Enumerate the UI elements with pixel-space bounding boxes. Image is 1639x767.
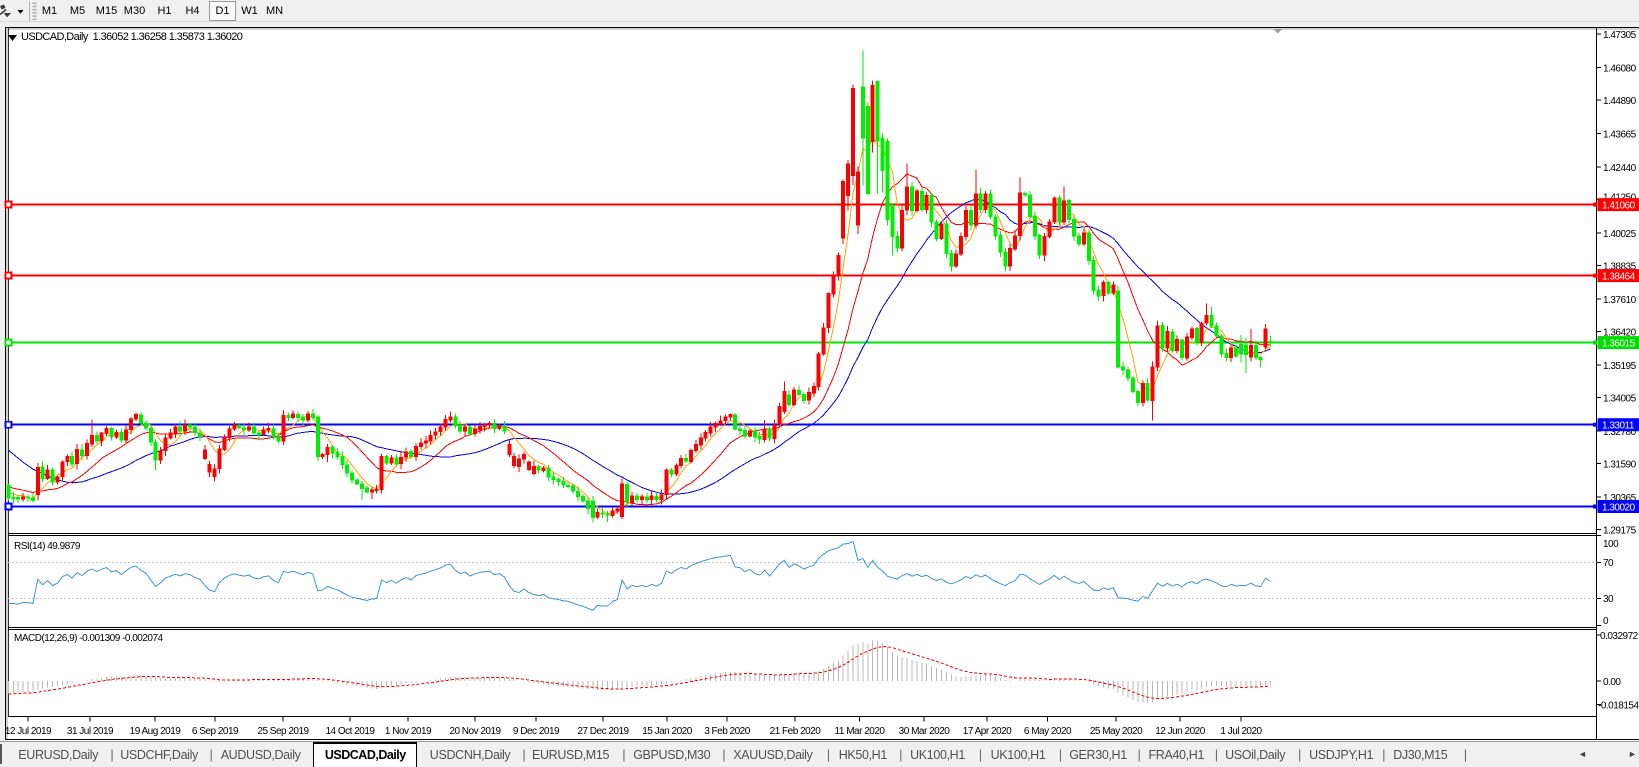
svg-text:1.30365: 1.30365 [1603,493,1637,504]
svg-text:30: 30 [1603,594,1614,605]
svg-text:25 Sep 2019: 25 Sep 2019 [257,726,309,737]
svg-text:1.37610: 1.37610 [1603,295,1637,306]
svg-text:31 Jul 2019: 31 Jul 2019 [67,726,114,737]
svg-text:70: 70 [1603,558,1614,569]
svg-text:1.44890: 1.44890 [1603,96,1637,107]
svg-text:0.00: 0.00 [1603,677,1621,688]
svg-text:100: 100 [1603,539,1619,550]
svg-text:1.46080: 1.46080 [1603,63,1637,74]
svg-text:1.47305: 1.47305 [1603,30,1637,41]
svg-text:1.36015: 1.36015 [1602,339,1636,350]
svg-text:12 Jul 2019: 12 Jul 2019 [5,726,52,737]
svg-text:1.40025: 1.40025 [1603,229,1637,240]
svg-text:25 May 2020: 25 May 2020 [1090,726,1143,737]
svg-text:3 Feb 2020: 3 Feb 2020 [704,726,751,737]
svg-text:1.41250: 1.41250 [1603,192,1637,203]
svg-text:21 Feb 2020: 21 Feb 2020 [770,726,822,737]
svg-text:1 Jul 2020: 1 Jul 2020 [1220,726,1262,737]
svg-text:15 Jan 2020: 15 Jan 2020 [642,726,692,737]
svg-text:1.42440: 1.42440 [1603,163,1637,174]
svg-text:9 Dec 2019: 9 Dec 2019 [513,726,560,737]
svg-text:1.36420: 1.36420 [1603,328,1637,339]
svg-text:14 Oct 2019: 14 Oct 2019 [326,726,376,737]
svg-text:0.032972: 0.032972 [1600,631,1639,642]
svg-text:MACD(12,26,9) -0.001309 -0.002: MACD(12,26,9) -0.001309 -0.002074 [14,633,164,644]
svg-text:11 Mar 2020: 11 Mar 2020 [835,726,886,737]
svg-text:1.32780: 1.32780 [1603,427,1637,438]
svg-text:1.41060: 1.41060 [1602,201,1636,212]
svg-text:1.33011: 1.33011 [1602,421,1635,432]
svg-text:1.31590: 1.31590 [1603,460,1637,471]
svg-text:19 Aug 2019: 19 Aug 2019 [130,726,182,737]
svg-text:-0.018154: -0.018154 [1598,701,1639,712]
svg-text:12 Jun 2020: 12 Jun 2020 [1155,726,1205,737]
svg-text:RSI(14) 49.9879: RSI(14) 49.9879 [14,541,81,552]
svg-text:1.38464: 1.38464 [1602,272,1636,283]
svg-text:6 Sep 2019: 6 Sep 2019 [192,726,239,737]
svg-text:30 Mar 2020: 30 Mar 2020 [899,726,951,737]
svg-text:1 Nov 2019: 1 Nov 2019 [385,726,432,737]
svg-text:1.35195: 1.35195 [1603,361,1637,372]
svg-text:1.30020: 1.30020 [1602,503,1636,514]
svg-text:0: 0 [1603,616,1609,627]
svg-text:20 Nov 2019: 20 Nov 2019 [449,726,501,737]
svg-text:1.34005: 1.34005 [1603,394,1637,405]
svg-text:27 Dec 2019: 27 Dec 2019 [577,726,629,737]
svg-text:1.43665: 1.43665 [1603,129,1637,140]
svg-text:USDCAD,Daily 1.36052 1.36258: USDCAD,Daily 1.36052 1.36258 1.35873 1.3… [21,31,243,43]
svg-text:6 May 2020: 6 May 2020 [1024,726,1072,737]
svg-text:17 Apr 2020: 17 Apr 2020 [963,726,1012,737]
svg-text:1.29175: 1.29175 [1603,526,1637,537]
svg-text:1.38835: 1.38835 [1603,261,1637,272]
